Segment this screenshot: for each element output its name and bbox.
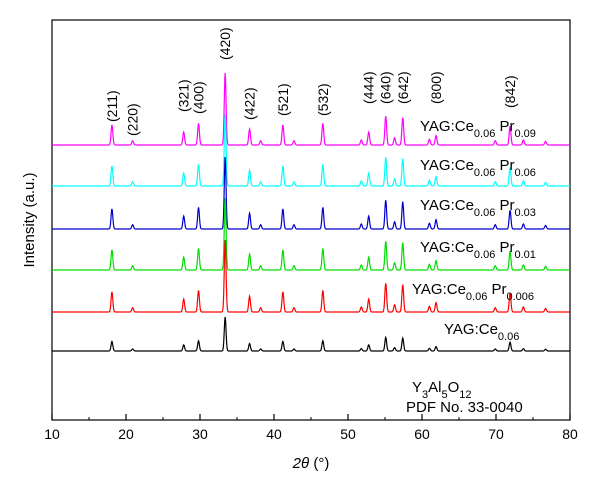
x-tick-label-7: 80 — [562, 426, 578, 442]
x-tick-label-5: 60 — [414, 426, 430, 442]
x-tick-label-4: 50 — [340, 426, 356, 442]
series-label-1: YAG:Ce0.06 Pr0.06 — [420, 157, 536, 179]
plot-frame — [51, 19, 571, 421]
peak-label-7: (532) — [315, 83, 331, 116]
series-line-0 — [52, 72, 570, 146]
y-axis-title: Intensity (a.u.) — [21, 172, 38, 267]
peak-label-3: (400) — [191, 81, 207, 114]
x-tick-label-3: 40 — [266, 426, 282, 442]
series-line-3 — [52, 197, 570, 271]
series-labels: YAG:Ce0.06 Pr0.09 YAG:Ce0.06 Pr0.06 YAG:Ce… — [412, 118, 536, 343]
peak-label-8: (444) — [361, 71, 377, 104]
peak-label-6: (521) — [275, 83, 291, 116]
reference-card: PDF No. 33-0040 — [406, 399, 523, 416]
x-axis-ticks: 10 20 30 40 50 60 70 80 — [44, 414, 578, 442]
peak-label-0: (211) — [104, 90, 120, 122]
series-label-0: YAG:Ce0.06 Pr0.09 — [420, 118, 536, 140]
x-tick-label-1: 20 — [118, 426, 134, 442]
peak-label-11: (800) — [428, 71, 444, 104]
x-tick-label-2: 30 — [192, 426, 208, 442]
peak-label-5: (422) — [242, 87, 258, 120]
peak-labels: (211) (220) (321)(400) (420) (422) (521) (532)… — [104, 27, 518, 136]
series-layer — [52, 72, 570, 352]
series-label-5: YAG:Ce0.06 — [444, 321, 519, 343]
series-line-5 — [52, 316, 570, 352]
series-label-3: YAG:Ce0.06 Pr0.01 — [420, 239, 536, 261]
x-tick-label-0: 10 — [44, 426, 60, 442]
series-label-4: YAG:Ce0.06 Pr0.006 — [412, 281, 534, 303]
series-line-4 — [52, 239, 570, 313]
series-label-2: YAG:Ce0.06 Pr0.03 — [420, 197, 536, 219]
peak-label-10: (642) — [395, 71, 411, 104]
x-tick-label-6: 70 — [488, 426, 504, 442]
peak-label-2: (321) — [176, 79, 192, 112]
reference-formula: Y3Al5O12 — [412, 379, 472, 401]
peak-label-4: (420) — [217, 27, 233, 60]
peak-label-12: (842) — [502, 75, 518, 108]
x-axis-title: 2θ (°) — [292, 455, 330, 472]
series-line-2 — [52, 156, 570, 230]
peak-label-1: (220) — [125, 103, 141, 136]
peak-label-9: (640) — [378, 71, 394, 104]
series-line-1 — [52, 113, 570, 187]
